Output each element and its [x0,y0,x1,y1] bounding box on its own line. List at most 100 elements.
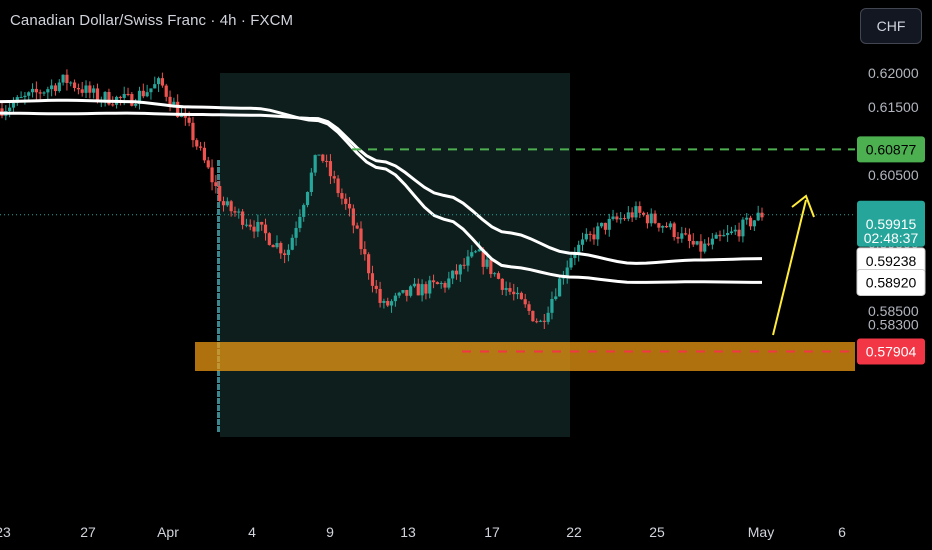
time-tick-label: 13 [400,524,416,540]
candle [523,299,527,305]
time-tick-label: 23 [0,524,11,540]
candle [111,104,115,106]
candle [599,222,604,227]
candle [756,212,760,221]
candle [210,167,214,183]
candle [65,74,69,83]
candle [19,97,23,99]
candle [676,237,680,239]
candle [149,88,153,93]
candle [351,208,355,226]
candle [27,92,31,96]
candle [363,249,367,255]
candle [95,88,100,101]
candle [325,160,329,162]
candle [214,182,218,187]
candle [519,292,523,300]
currency-button[interactable]: CHF [860,8,922,44]
candle [332,176,336,179]
candle [237,211,241,213]
time-tick-label: Apr [157,524,179,540]
candle [485,259,489,267]
candle [634,206,638,218]
candle [557,278,562,297]
candle [527,304,531,311]
candle [741,219,745,237]
candle [691,241,695,245]
candle [760,212,764,218]
candle [30,88,35,93]
candle [248,224,252,227]
candle [653,213,657,224]
candle [626,212,630,219]
candle [23,95,27,98]
candle [687,234,692,242]
zone-top-label: 0.59238 [866,253,917,269]
candle [706,243,711,245]
candle [80,89,84,93]
candle [412,283,417,287]
target-price-label: 0.60877 [866,141,917,157]
candle [225,201,229,206]
current-price-label: 0.59915 [866,216,917,232]
stop-price-label: 0.57904 [866,344,917,360]
candle [748,217,753,227]
candle [405,290,409,296]
price-tick-label: 0.61500 [868,99,919,115]
candle [279,243,283,254]
candle [221,201,226,206]
candle [722,235,726,237]
candle [275,243,279,248]
candle [622,218,627,220]
candle [603,222,608,230]
highlight-range-box [220,73,570,437]
time-axis[interactable]: 23 27 Apr 4 9 13 17 22 25 May 6 [0,524,846,540]
stop-price-label-bg [857,338,925,365]
candle [8,107,12,112]
candle [397,292,401,296]
candle [703,243,707,252]
time-tick-label: 25 [649,524,665,540]
candle [462,264,466,266]
candle [378,288,382,303]
candle [550,299,554,313]
candle [336,178,340,194]
price-tick-label: 0.58500 [868,303,919,319]
candle [535,321,539,323]
candle [53,85,58,92]
candle [168,96,172,106]
candle [714,234,718,239]
price-tick-label: 0.58300 [868,317,919,333]
candle [172,101,176,106]
price-tick-label: 0.60500 [868,167,919,183]
candle [435,282,439,285]
candle [554,296,558,300]
current-price-label-bg [857,200,925,247]
candle [347,203,352,209]
candle [321,154,325,161]
candle [466,256,470,266]
candle [263,224,268,234]
arrow-shaft [772,199,807,336]
candle [649,213,653,224]
candle [428,280,432,294]
candle [592,234,596,240]
candle [420,284,424,296]
candle [393,295,397,302]
candle [103,92,107,100]
candle [481,249,485,267]
price-tick-label: 0.62000 [868,65,919,81]
candle [38,92,42,94]
candle [596,226,600,240]
candle [573,254,577,259]
candle [241,211,245,225]
candle [126,93,130,95]
candle [286,249,291,255]
candle [752,220,756,227]
time-tick-label: May [748,524,774,540]
candle [46,89,50,93]
candle [328,161,333,177]
candlestick-series [0,69,764,329]
candle [11,102,16,108]
